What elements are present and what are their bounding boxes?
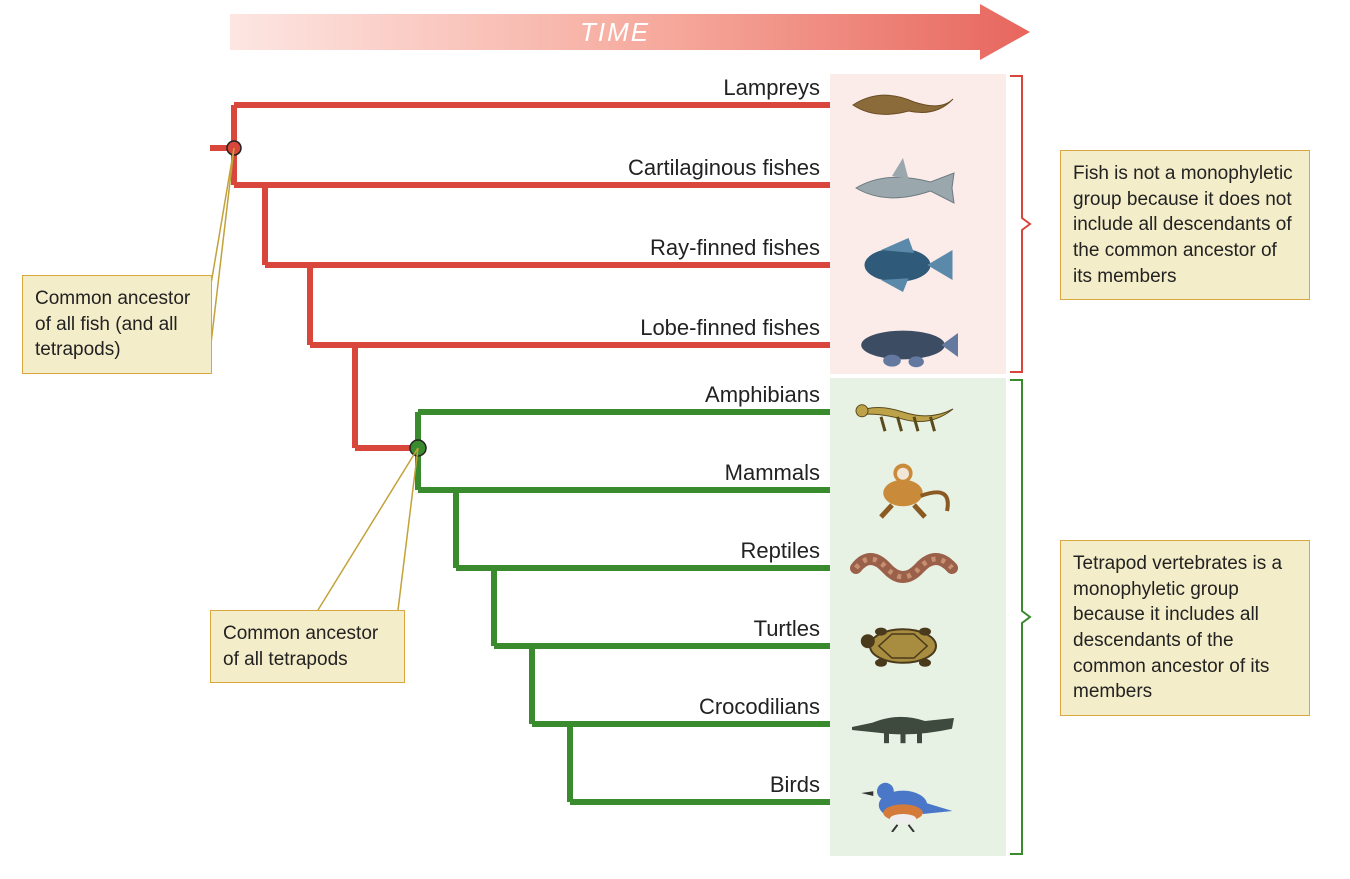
organism-icon <box>848 155 958 215</box>
taxon-label: Mammals <box>725 460 820 486</box>
callout-tetrapod-note: Tetrapod vertebrates is a monophyletic g… <box>1060 540 1310 716</box>
phylogeny-svg <box>0 0 1350 879</box>
leader-fish_ancestor <box>210 148 234 352</box>
organism-icon <box>848 616 958 676</box>
taxon-label: Amphibians <box>705 382 820 408</box>
leader-tetrapod_ancestor <box>318 448 418 610</box>
leader-tetrapod_ancestor <box>398 448 418 610</box>
taxon-label: Birds <box>770 772 820 798</box>
taxon-label: Crocodilians <box>699 694 820 720</box>
taxon-label: Lampreys <box>723 75 820 101</box>
organism-icon <box>848 772 958 832</box>
organism-icon <box>848 694 958 754</box>
leader-fish_ancestor <box>210 148 234 290</box>
organism-icon <box>848 75 958 135</box>
callout-tetrapod-ancestor: Common ancestor of all tetrapods <box>210 610 405 683</box>
taxon-label: Ray-finned fishes <box>650 235 820 261</box>
taxon-label: Cartilaginous fishes <box>628 155 820 181</box>
bracket-tetrapod <box>1010 380 1030 854</box>
taxon-label: Reptiles <box>741 538 820 564</box>
callout-fish-note: Fish is not a monophyletic group because… <box>1060 150 1310 300</box>
organism-icon <box>848 315 958 375</box>
organism-icon <box>848 538 958 598</box>
organism-icon <box>848 382 958 442</box>
callout-fish-ancestor: Common ancestor of all fish (and all tet… <box>22 275 212 374</box>
taxon-label: Lobe-finned fishes <box>640 315 820 341</box>
bracket-fish <box>1010 76 1030 372</box>
time-arrow-label: TIME <box>580 17 650 48</box>
organism-icon <box>848 460 958 520</box>
organism-icon <box>848 235 958 295</box>
taxon-label: Turtles <box>754 616 820 642</box>
